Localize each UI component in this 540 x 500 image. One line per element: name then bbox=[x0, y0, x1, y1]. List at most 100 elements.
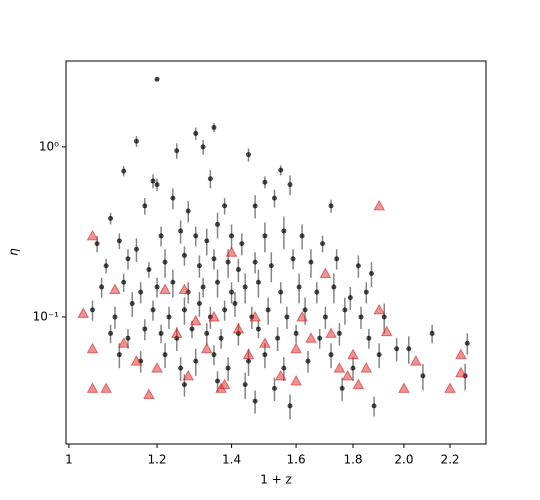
point-marker bbox=[99, 284, 105, 290]
x-tick-label: 2.2 bbox=[440, 453, 459, 467]
triangle-marker bbox=[373, 303, 386, 315]
point-marker bbox=[222, 203, 228, 209]
point-marker bbox=[133, 138, 139, 144]
point-marker bbox=[189, 326, 195, 332]
point-marker bbox=[339, 385, 345, 391]
point-marker bbox=[108, 215, 114, 221]
triangle-marker bbox=[130, 355, 143, 366]
point-marker bbox=[154, 182, 160, 188]
triangle-marker bbox=[325, 327, 337, 338]
point-marker bbox=[150, 307, 156, 313]
triangle-marker bbox=[170, 327, 183, 338]
point-marker bbox=[142, 203, 148, 209]
triangle-marker bbox=[189, 314, 202, 326]
point-marker bbox=[154, 76, 160, 82]
triangle-marker bbox=[182, 369, 195, 381]
point-marker bbox=[235, 267, 241, 273]
point-marker bbox=[225, 365, 231, 371]
point-marker bbox=[358, 314, 364, 320]
point-marker bbox=[255, 326, 261, 332]
triangle-marker bbox=[86, 342, 99, 354]
point-marker bbox=[275, 335, 281, 341]
point-marker bbox=[355, 263, 361, 269]
triangle-marker bbox=[341, 369, 354, 381]
point-marker bbox=[278, 289, 284, 295]
point-marker bbox=[181, 252, 187, 258]
point-marker bbox=[229, 233, 235, 239]
triangle-marker bbox=[410, 355, 422, 366]
point-marker bbox=[112, 314, 118, 320]
point-marker bbox=[262, 233, 268, 239]
point-marker bbox=[394, 346, 400, 352]
point-marker bbox=[464, 340, 470, 346]
triangle-marker bbox=[109, 283, 121, 295]
triangle-marker bbox=[373, 199, 386, 211]
point-marker bbox=[322, 314, 328, 320]
triangle-marker bbox=[274, 369, 287, 381]
triangle-marker bbox=[305, 332, 317, 343]
x-tick-label: 1.2 bbox=[147, 453, 166, 467]
point-marker bbox=[406, 346, 412, 352]
point-marker bbox=[154, 284, 160, 290]
point-marker bbox=[133, 246, 139, 252]
triangle-marker bbox=[347, 348, 359, 360]
x-axis-label: 1 + z bbox=[260, 473, 292, 487]
point-marker bbox=[94, 241, 100, 247]
point-marker bbox=[268, 263, 274, 269]
triangle-marker bbox=[77, 307, 90, 318]
triangle-marker bbox=[143, 388, 155, 399]
point-marker bbox=[185, 208, 191, 214]
point-marker bbox=[347, 295, 353, 301]
x-tick-label: 1 bbox=[65, 453, 73, 467]
point-marker bbox=[129, 300, 135, 306]
point-marker bbox=[116, 238, 122, 244]
triangle-marker bbox=[178, 283, 191, 295]
point-marker bbox=[246, 152, 252, 158]
triangle-marker bbox=[86, 229, 99, 241]
plot-frame bbox=[65, 60, 487, 445]
point-marker bbox=[174, 148, 180, 154]
x-tick-label: 1.4 bbox=[222, 453, 241, 467]
triangle-marker bbox=[290, 374, 302, 386]
point-marker bbox=[158, 233, 164, 239]
y-axis-label: η bbox=[7, 248, 21, 256]
point-marker bbox=[178, 228, 184, 234]
point-marker bbox=[222, 307, 228, 313]
point-marker bbox=[200, 144, 206, 150]
point-marker bbox=[328, 352, 334, 358]
point-marker bbox=[350, 365, 356, 371]
triangle-marker bbox=[333, 362, 346, 373]
point-marker bbox=[284, 314, 290, 320]
point-marker bbox=[281, 228, 287, 234]
x-tick-label: 1.8 bbox=[343, 453, 362, 467]
triangle-marker bbox=[242, 348, 255, 360]
point-marker bbox=[252, 203, 258, 209]
x-tick-label: 1.6 bbox=[287, 453, 306, 467]
triangle-marker bbox=[86, 382, 99, 393]
point-marker bbox=[218, 335, 224, 341]
triangle-marker bbox=[225, 246, 238, 257]
point-marker bbox=[246, 358, 252, 364]
triangle-marker bbox=[215, 382, 227, 393]
point-marker bbox=[271, 385, 277, 391]
point-marker bbox=[121, 168, 127, 174]
point-marker bbox=[178, 365, 184, 371]
point-marker bbox=[252, 259, 258, 265]
y-tick-label: 10⁻¹ bbox=[33, 309, 60, 323]
point-marker bbox=[215, 378, 221, 384]
point-marker bbox=[328, 203, 334, 209]
point-marker bbox=[200, 284, 206, 290]
point-marker bbox=[320, 241, 326, 247]
triangle-marker bbox=[259, 337, 271, 348]
point-marker bbox=[116, 352, 122, 358]
point-marker bbox=[108, 330, 114, 336]
point-marker bbox=[287, 182, 293, 188]
point-marker bbox=[150, 178, 156, 184]
point-marker bbox=[252, 398, 258, 404]
point-marker bbox=[181, 382, 187, 388]
point-marker bbox=[265, 307, 271, 313]
point-marker bbox=[376, 352, 382, 358]
y-tick-label: 10⁰ bbox=[39, 139, 59, 153]
point-marker bbox=[162, 259, 168, 265]
